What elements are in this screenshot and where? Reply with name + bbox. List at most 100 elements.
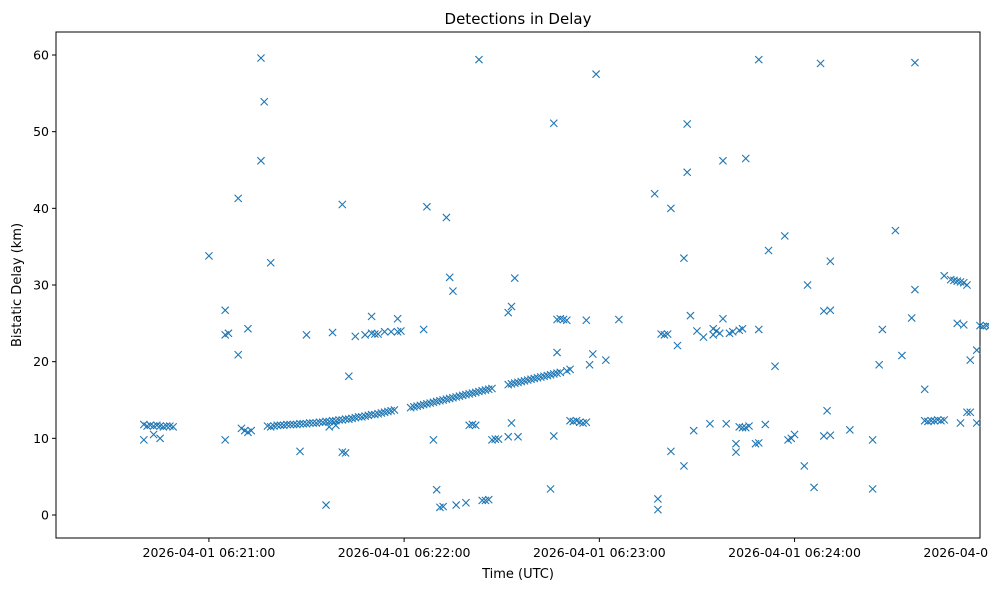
data-point [666, 447, 675, 456]
data-point [575, 418, 584, 427]
data-point [331, 421, 340, 430]
data-point [553, 348, 562, 357]
data-point [751, 439, 760, 448]
data-point [328, 416, 337, 425]
data-point [910, 58, 919, 67]
data-point [169, 422, 178, 431]
data-point [579, 419, 588, 427]
data-point [266, 422, 275, 431]
data-point [553, 315, 562, 324]
data-point [920, 416, 929, 425]
data-point [256, 54, 265, 63]
data-point [601, 356, 610, 365]
data-point [923, 417, 932, 426]
data-point [361, 330, 370, 339]
data-point [380, 327, 389, 336]
x-axis: 2026-04-01 06:21:00 2026-04-01 06:22:00 20… [143, 538, 989, 560]
data-point [364, 411, 373, 420]
data-point [487, 435, 496, 444]
data-point [468, 389, 477, 398]
data-point [875, 360, 884, 369]
data-point [419, 400, 428, 409]
data-point [562, 316, 571, 325]
x-tick-label: 2026-04-01 06:25:00 [923, 545, 989, 560]
data-point [419, 325, 428, 334]
data-point [507, 379, 516, 388]
data-point [956, 419, 965, 427]
data-point [338, 415, 347, 424]
data-point [442, 395, 451, 404]
data-point [305, 419, 314, 427]
data-point [868, 435, 877, 444]
data-point [429, 435, 438, 444]
data-point [221, 306, 230, 315]
data-point [966, 408, 975, 417]
data-point [826, 306, 835, 315]
data-point [657, 330, 666, 339]
data-point [764, 246, 773, 255]
data-point [432, 397, 441, 406]
data-point [962, 281, 971, 289]
data-point [354, 412, 363, 421]
data-point [976, 321, 984, 330]
data-point [260, 97, 269, 106]
data-point [357, 412, 366, 421]
data-point [286, 420, 295, 429]
data-point [920, 385, 929, 394]
data-point [940, 271, 949, 280]
data-point [296, 419, 305, 428]
y-tick-label: 40 [33, 201, 49, 216]
data-point [582, 418, 591, 427]
data-point [461, 498, 470, 507]
data-point [907, 313, 916, 322]
data-point [949, 276, 958, 285]
data-point [390, 405, 399, 414]
data-point [614, 315, 623, 324]
data-point [471, 388, 480, 397]
data-point [650, 189, 659, 198]
data-point [585, 360, 594, 369]
data-point [728, 327, 737, 336]
data-point [504, 380, 513, 389]
data-point [527, 375, 536, 384]
data-point [718, 314, 727, 323]
data-point [341, 415, 350, 424]
data-point [972, 419, 981, 427]
data-point [878, 325, 887, 334]
x-axis-label: Time (UTC) [481, 567, 554, 582]
data-point [442, 213, 451, 222]
data-point [930, 416, 939, 425]
data-point [940, 415, 949, 424]
data-point [588, 350, 597, 358]
data-point [735, 422, 744, 431]
data-point [683, 120, 692, 128]
y-tick-label: 20 [33, 354, 49, 369]
data-point [543, 371, 552, 380]
data-point [309, 419, 318, 427]
data-point [367, 329, 376, 338]
data-point [435, 396, 444, 405]
data-point [754, 55, 763, 64]
data-point [979, 322, 988, 331]
data-point [396, 327, 405, 335]
data-point [165, 422, 174, 431]
y-axis-label: Bistatic Delay (km) [10, 223, 25, 347]
data-point [663, 330, 672, 339]
data-point [302, 330, 311, 339]
data-point [152, 421, 161, 430]
data-point [566, 416, 575, 425]
data-point [474, 55, 483, 64]
data-point [445, 394, 454, 403]
data-point [553, 369, 562, 378]
data-point [322, 501, 331, 510]
data-point [465, 389, 474, 398]
data-point [592, 70, 601, 79]
data-point [269, 422, 278, 431]
data-point [351, 332, 360, 341]
data-point [149, 430, 158, 439]
data-point [826, 257, 835, 266]
data-point [445, 273, 454, 282]
data-point [393, 327, 402, 336]
data-point [221, 435, 230, 444]
